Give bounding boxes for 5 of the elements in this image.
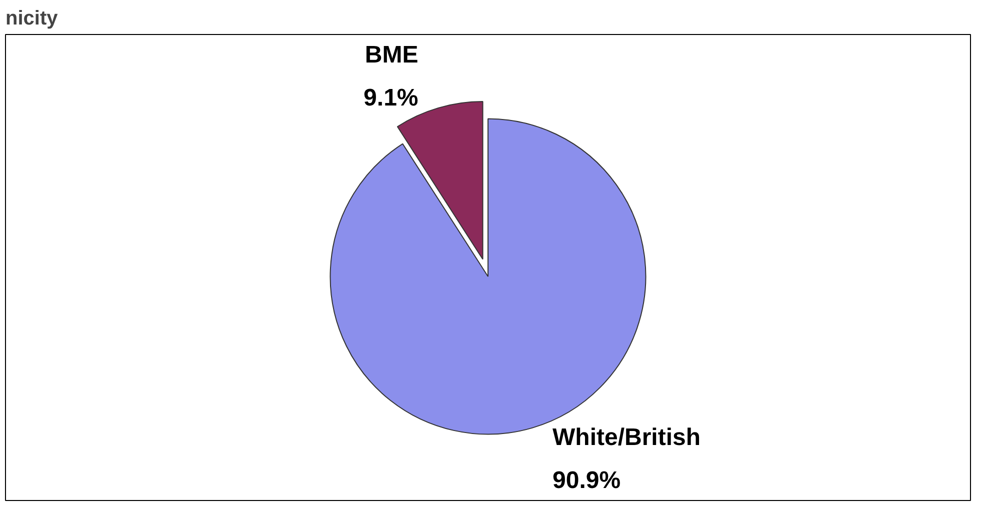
slice-label: White/British	[552, 424, 700, 452]
data-label: 90.9%	[552, 467, 621, 494]
text: nicity	[6, 8, 59, 30]
data-label: 9.1%	[364, 84, 418, 112]
slice-label: BME	[364, 42, 418, 69]
